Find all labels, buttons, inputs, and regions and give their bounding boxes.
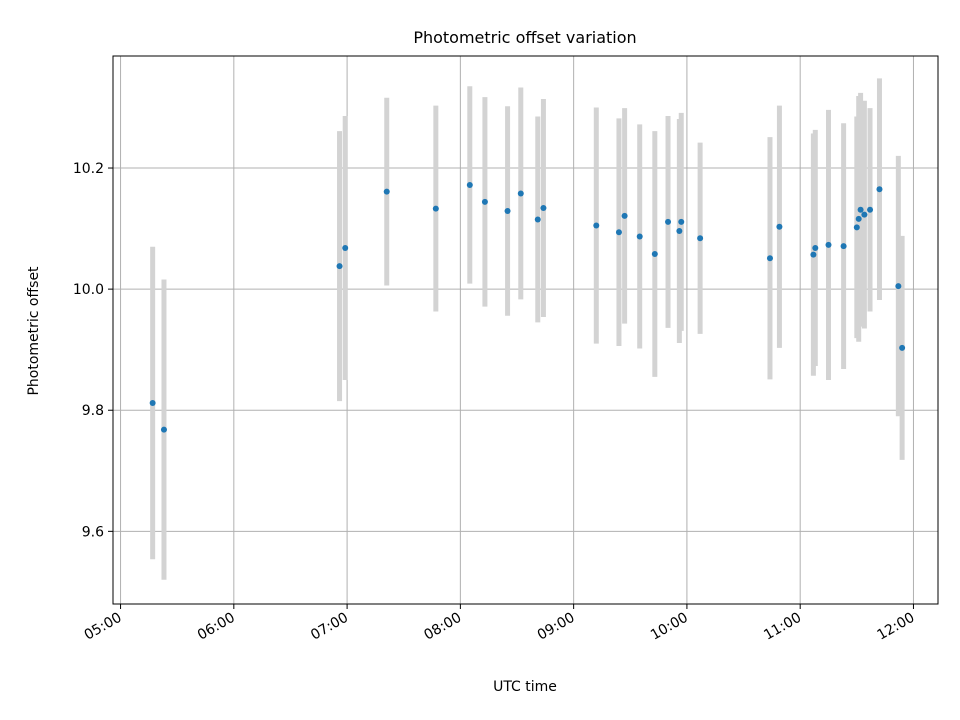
x-axis-ticks: 05:00 06:00 07:00 08:00 09:00 10:00 11:00 12:00 xyxy=(82,604,918,644)
data-point xyxy=(876,186,883,193)
data-points xyxy=(149,181,906,433)
data-point xyxy=(812,244,819,251)
data-point xyxy=(342,244,349,251)
y-axis-label: Photometric offset xyxy=(26,266,42,396)
y-tick-label: 10.2 xyxy=(73,161,104,177)
y-tick-label: 9.6 xyxy=(82,524,104,540)
data-point xyxy=(593,222,600,229)
x-tick-label: 08:00 xyxy=(421,610,464,644)
data-point xyxy=(621,212,628,219)
data-point xyxy=(504,208,511,215)
data-point xyxy=(432,205,439,212)
x-tick-label: 05:00 xyxy=(82,610,125,644)
data-point xyxy=(840,243,847,250)
y-axis-ticks: 9.6 9.8 10.0 10.2 xyxy=(73,161,113,540)
data-point xyxy=(676,227,683,234)
data-point xyxy=(895,283,902,290)
data-point xyxy=(855,215,862,222)
data-point xyxy=(540,204,547,211)
data-point xyxy=(853,224,860,231)
data-point xyxy=(336,263,343,270)
chart-title: Photometric offset variation xyxy=(413,28,636,47)
x-tick-label: 07:00 xyxy=(308,610,351,644)
x-tick-label: 11:00 xyxy=(761,610,804,644)
data-point xyxy=(615,229,622,236)
error-bars xyxy=(150,78,905,580)
data-point xyxy=(149,399,156,406)
data-point xyxy=(383,188,390,195)
data-point xyxy=(697,235,704,242)
data-point xyxy=(481,198,488,205)
data-point xyxy=(810,251,817,258)
y-tick-label: 10.0 xyxy=(73,282,104,298)
x-tick-label: 10:00 xyxy=(648,610,691,644)
x-tick-label: 06:00 xyxy=(195,610,238,644)
y-tick-label: 9.8 xyxy=(82,403,104,419)
x-axis-label: UTC time xyxy=(493,679,557,695)
x-tick-label: 09:00 xyxy=(535,610,578,644)
x-tick-label: 12:00 xyxy=(875,610,918,644)
data-point xyxy=(665,218,672,225)
data-point xyxy=(466,181,473,188)
data-point xyxy=(861,211,868,218)
data-point xyxy=(867,206,874,213)
data-point xyxy=(534,216,541,223)
plot-frame xyxy=(112,55,939,605)
data-point xyxy=(899,344,906,351)
data-point xyxy=(825,241,832,248)
data-point xyxy=(517,190,524,197)
data-point xyxy=(636,233,643,240)
data-point xyxy=(776,223,783,230)
data-point xyxy=(678,218,685,225)
data-point xyxy=(651,251,658,258)
data-point xyxy=(857,206,864,213)
data-point xyxy=(766,255,773,262)
data-point xyxy=(160,426,167,433)
